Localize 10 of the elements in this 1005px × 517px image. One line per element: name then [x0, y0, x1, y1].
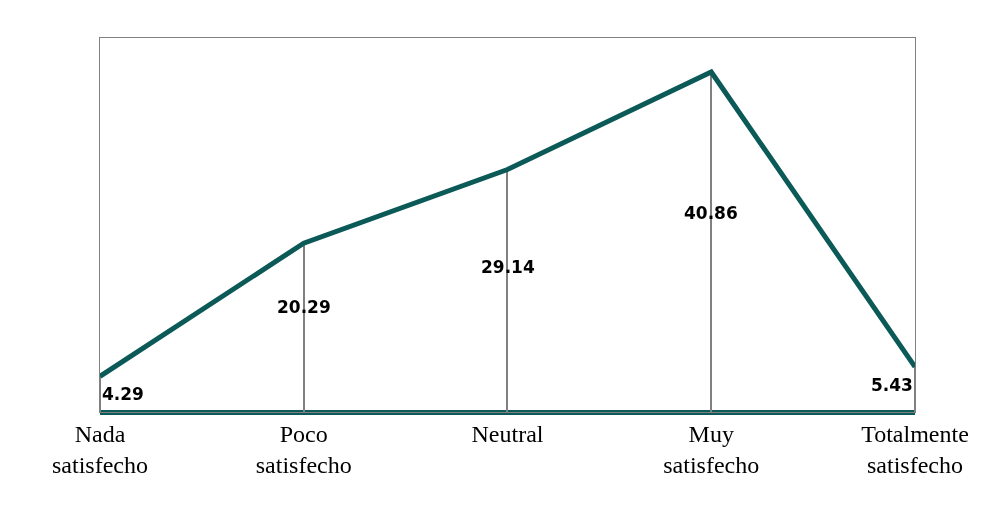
- data-label: 4.29: [102, 384, 144, 404]
- x-tick-label: Muy satisfecho: [663, 420, 760, 478]
- data-label: 20.29: [277, 297, 331, 317]
- data-label: 5.43: [871, 375, 913, 395]
- x-tick-label: Neutral: [471, 420, 544, 447]
- data-label: 40.86: [684, 203, 738, 223]
- x-tick-label: Totalmente satisfecho: [861, 420, 969, 478]
- x-tick-label: Nada satisfecho: [52, 420, 148, 478]
- data-label: 29.14: [481, 257, 535, 277]
- x-tick-label: Poco satisfecho: [255, 420, 352, 478]
